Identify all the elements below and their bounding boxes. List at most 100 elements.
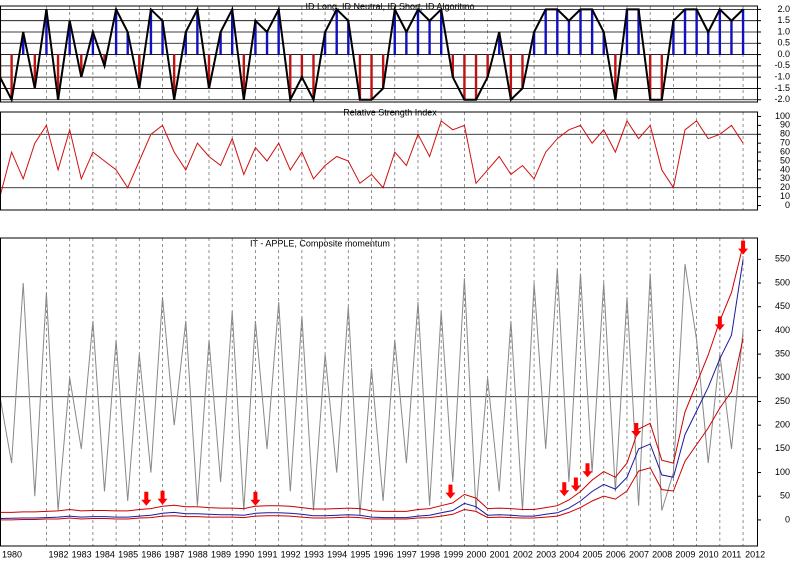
id-bar bbox=[509, 54, 513, 100]
id-bar bbox=[718, 9, 722, 55]
id-bar bbox=[149, 9, 153, 55]
x-tick-label: 2006 bbox=[606, 549, 626, 559]
y-tick-label: 550 bbox=[775, 254, 790, 264]
x-tick-label: 1994 bbox=[327, 549, 347, 559]
y-tick-label: 1.0 bbox=[777, 26, 790, 36]
y-tick-label: 0 bbox=[785, 200, 790, 210]
x-tick-label: 1980 bbox=[2, 549, 22, 559]
x-tick-label: 2010 bbox=[699, 549, 719, 559]
y-tick-label: 500 bbox=[775, 277, 790, 287]
y-tick-label: 200 bbox=[775, 420, 790, 430]
signal-arrow bbox=[157, 490, 168, 505]
panel-title: IT - APPLE, Composite momentum bbox=[250, 238, 390, 248]
id-bar bbox=[33, 54, 37, 89]
id-bar bbox=[544, 9, 547, 55]
x-tick-label: 2001 bbox=[490, 549, 510, 559]
id-bar bbox=[741, 9, 745, 55]
id-bar bbox=[196, 9, 199, 55]
id-bar bbox=[648, 54, 652, 100]
x-tick-label: 2005 bbox=[583, 549, 603, 559]
id-bar bbox=[707, 31, 710, 55]
y-tick-label: 2.0 bbox=[777, 4, 790, 14]
id-bar bbox=[602, 31, 605, 55]
id-bar bbox=[660, 54, 663, 100]
x-tick-label: 1999 bbox=[443, 549, 463, 559]
y-tick-label: 20 bbox=[780, 182, 790, 192]
panel-frame bbox=[0, 111, 758, 211]
id-bar bbox=[381, 54, 385, 89]
x-tick-label: 1991 bbox=[257, 549, 277, 559]
id-bar bbox=[556, 9, 559, 55]
id-bar bbox=[358, 54, 362, 100]
id-bar bbox=[56, 54, 60, 100]
id-bar bbox=[428, 20, 431, 55]
signal-arrow bbox=[631, 423, 642, 438]
x-tick-label: 2004 bbox=[559, 549, 579, 559]
x-tick-label: 1986 bbox=[141, 549, 161, 559]
y-tick-label: 150 bbox=[775, 443, 790, 453]
x-tick-label: 1995 bbox=[350, 549, 370, 559]
id-bar bbox=[416, 9, 420, 55]
y-tick-label: 50 bbox=[780, 155, 790, 165]
series-line bbox=[0, 6, 744, 102]
y-tick-label: 0.0 bbox=[777, 49, 790, 59]
y-tick-label: 0.5 bbox=[777, 38, 790, 48]
x-tick-label: 1990 bbox=[234, 549, 254, 559]
id-bar bbox=[323, 31, 327, 55]
id-bar bbox=[463, 54, 466, 100]
x-tick-label: 2000 bbox=[466, 549, 486, 559]
x-tick-label: 2003 bbox=[536, 549, 556, 559]
id-bar bbox=[393, 9, 396, 55]
y-tick-label: 400 bbox=[775, 325, 790, 335]
id-bar bbox=[614, 54, 617, 100]
y-tick-label: 350 bbox=[775, 348, 790, 358]
y-tick-label: 60 bbox=[780, 146, 790, 156]
id-bar bbox=[161, 20, 164, 55]
y-tick-label: 100 bbox=[775, 467, 790, 477]
id-bar bbox=[184, 31, 187, 55]
y-tick-label: 250 bbox=[775, 396, 790, 406]
id-bar bbox=[451, 54, 455, 78]
signal-arrow bbox=[141, 491, 152, 506]
x-tick-label: 1997 bbox=[397, 549, 417, 559]
id-bar bbox=[68, 20, 71, 55]
series-line bbox=[0, 338, 744, 521]
id-bar bbox=[532, 31, 536, 55]
x-tick-label: 2008 bbox=[652, 549, 672, 559]
series-line bbox=[0, 119, 744, 197]
id-bar bbox=[126, 31, 129, 55]
id-bar bbox=[114, 9, 118, 55]
plot-area bbox=[0, 6, 757, 102]
x-tick-label: 1998 bbox=[420, 549, 440, 559]
id-bar bbox=[579, 9, 582, 55]
id-bar bbox=[625, 9, 629, 55]
x-tick-label: 1992 bbox=[281, 549, 301, 559]
x-tick-label: 1989 bbox=[211, 549, 231, 559]
panel-frame bbox=[0, 237, 758, 547]
id-bar bbox=[405, 31, 408, 55]
id-bar bbox=[590, 9, 594, 55]
x-tick-label: 1985 bbox=[118, 549, 138, 559]
id-bar bbox=[474, 54, 478, 100]
series-line bbox=[0, 264, 744, 516]
id-bar bbox=[80, 54, 83, 78]
id-bar bbox=[730, 20, 733, 55]
x-tick-label: 2002 bbox=[513, 549, 533, 559]
signal-arrow bbox=[445, 484, 456, 499]
x-tick-label: 1988 bbox=[188, 549, 208, 559]
id-bar bbox=[138, 54, 141, 89]
x-tick-label: 1984 bbox=[95, 549, 115, 559]
plot-area bbox=[0, 112, 757, 210]
x-tick-label: 1983 bbox=[72, 549, 92, 559]
series-line bbox=[0, 259, 744, 519]
y-tick-label: -2.0 bbox=[774, 94, 790, 104]
id-bar bbox=[172, 54, 176, 100]
id-bar bbox=[265, 31, 269, 55]
x-tick-label: 1993 bbox=[304, 549, 324, 559]
plot-area bbox=[0, 238, 757, 546]
id-bar bbox=[521, 54, 524, 89]
id-bar bbox=[637, 9, 640, 55]
id-bar bbox=[300, 54, 304, 78]
id-bar bbox=[486, 54, 489, 78]
y-tick-label: 30 bbox=[780, 173, 790, 183]
